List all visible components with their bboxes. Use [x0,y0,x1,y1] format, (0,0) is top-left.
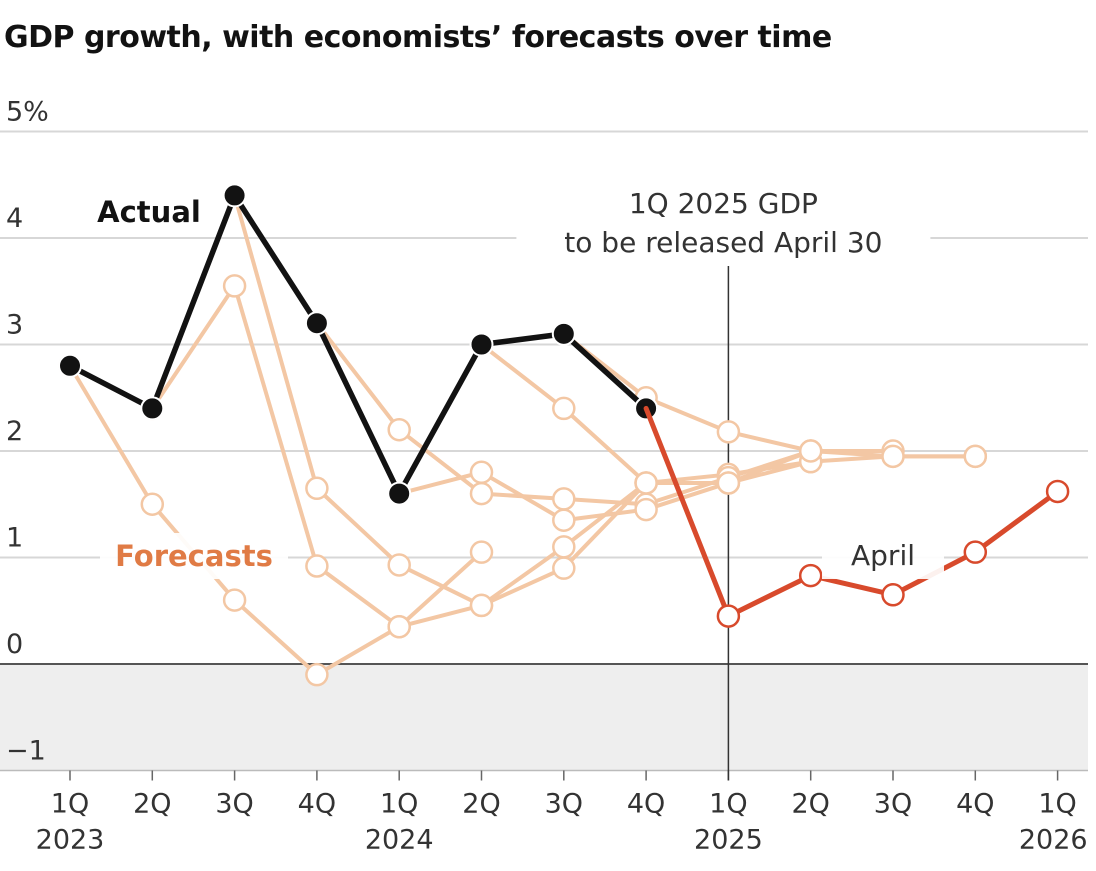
actual-series-label: Actual [97,195,201,229]
forecast-2-point [469,540,494,564]
actual-point [469,332,494,357]
forecast-5-point [552,508,576,532]
actual-point [304,311,329,336]
x-year-label: 2025 [694,825,763,856]
y-tick-label: 5% [6,97,49,128]
april-point [881,583,905,607]
actual-point [58,353,82,378]
forecast-2-point [305,554,329,578]
forecast-6-point [716,471,741,495]
forecast-3-point [305,476,329,501]
forecast-3-line [232,193,978,608]
forecast-4-point [552,487,576,511]
forecast-1-point [552,535,576,559]
forecasts-label-halo [100,533,288,579]
x-tick-label: 3Q [874,789,912,820]
forecast-6-point [634,471,658,495]
gridlines: 5% 4 3 2 1 0 −1 [0,97,1088,767]
april-point [1045,479,1070,504]
x-year-label: 2024 [365,825,434,856]
forecast-1-point [222,588,247,612]
forecast-2-point [387,614,411,639]
series-labels: Actual Forecasts April [92,186,944,579]
april-series-label: April [851,539,915,572]
forecast-4-point [387,417,411,442]
forecast-4-point [469,481,494,506]
actual-label-halo [92,186,206,232]
april-point [963,540,988,564]
annotation-line-1: 1Q 2025 GDP [629,187,818,220]
april-point [716,604,741,628]
x-tick-label: 2Q [791,789,829,820]
forecast-3-point [552,556,576,580]
x-tick-label: 3Q [545,789,583,820]
forecast-5-point [634,497,658,522]
y-tick-label: 0 [6,629,23,660]
actual-point [222,183,247,208]
forecast-3-point [387,553,411,577]
forecast-7-point [798,439,823,463]
forecast-7-point [881,444,905,469]
y-tick-label: 2 [6,416,23,447]
april-label-halo [822,533,944,579]
forecast-4-line [314,321,895,507]
april-line [643,405,1061,619]
y-tick-label: 1 [6,523,23,554]
x-tick-label: 2Q [462,789,500,820]
x-axis: 1Q 2Q 3Q 4Q 1Q 2Q 3Q 4Q 1Q 2Q 3Q 4Q 1Q 2023 2024 2025 20… [0,769,1088,856]
forecast-7-point [963,444,988,469]
forecast-7-point [716,420,741,444]
annotation-halo [516,186,931,266]
actual-point [140,396,165,421]
x-tick-label: 4Q [298,789,336,820]
actual-series [58,183,659,506]
actual-point [387,481,412,506]
forecast-1-point [140,492,165,516]
forecasts-series-label: Forecasts [115,539,273,573]
annotation-line-2: to be released April 30 [564,226,882,259]
x-tick-label: 3Q [215,789,253,820]
forecast-6-point [552,396,576,421]
y-tick-label: 3 [6,310,23,341]
forecast-3-point [469,593,494,618]
chart-title: GDP growth, with economists’ forecasts o… [4,20,832,55]
y-tick-label: 4 [6,203,23,234]
x-tick-label: 1Q [709,789,747,820]
y-tick-label: −1 [6,736,46,767]
forecast-6-line [479,342,731,485]
release-annotation: 1Q 2025 GDP to be released April 30 [516,186,931,781]
forecast-2-point [222,274,247,298]
negative-growth-band [0,664,1088,771]
x-tick-label: 2Q [133,789,171,820]
x-year-label: 2023 [36,825,105,856]
forecast-5-point [469,460,494,485]
x-tick-label: 1Q [380,789,418,820]
forecast-7-line [561,331,978,459]
april-series [643,405,1070,628]
actual-point [551,321,576,346]
actual-line [67,192,649,497]
x-tick-label: 1Q [51,789,89,820]
x-tick-label: 4Q [627,789,665,820]
x-year-label: 2026 [1019,825,1088,856]
forecast-1-line [68,363,813,677]
forecast-5-line [397,459,813,523]
forecast-1-point [305,662,329,687]
x-tick-label: 4Q [956,789,994,820]
negative-band-layer [0,664,1088,771]
april-point [798,563,823,588]
x-tick-label: 1Q [1038,789,1076,820]
